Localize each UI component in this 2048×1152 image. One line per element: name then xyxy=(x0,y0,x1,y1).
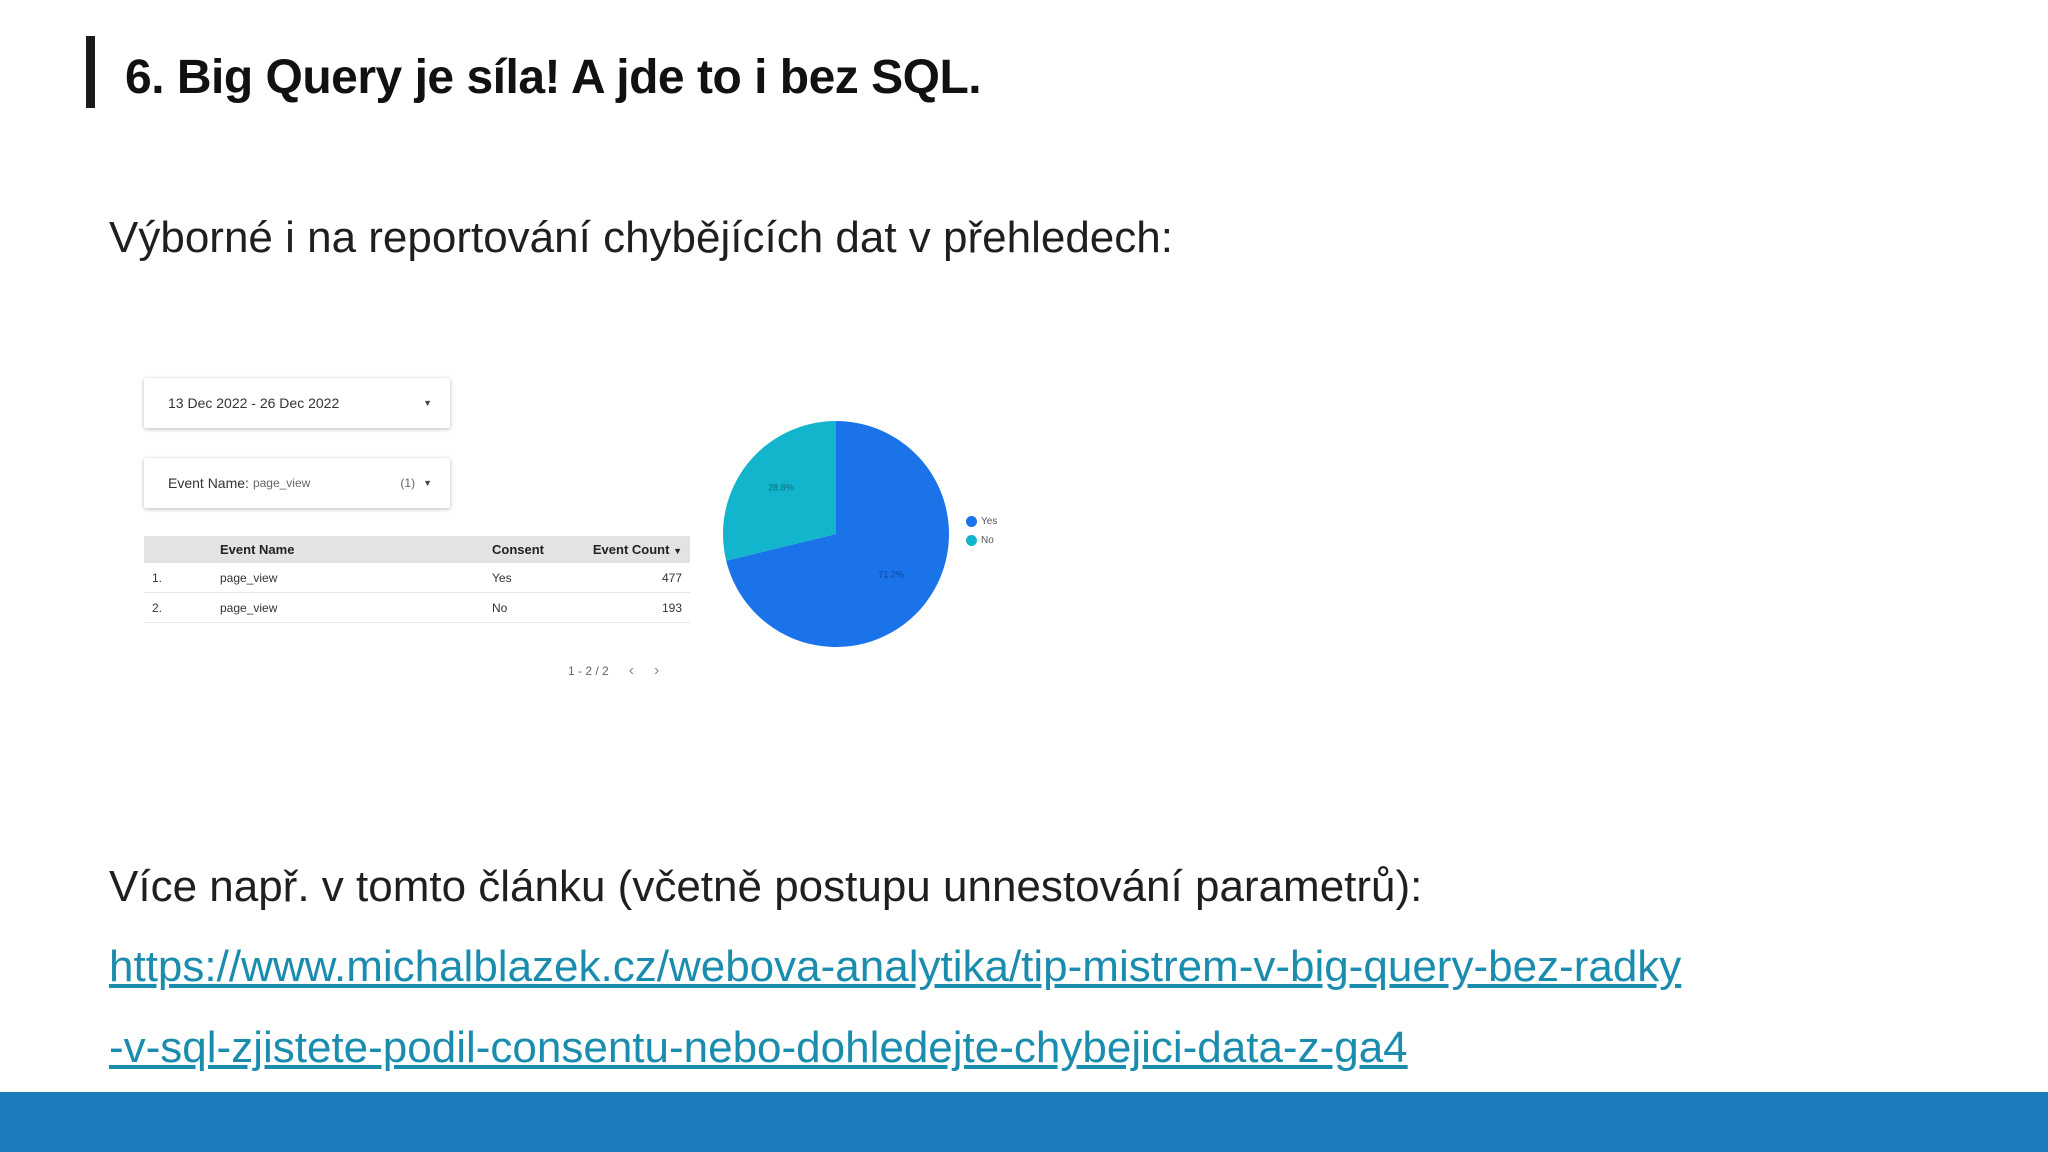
table-row: 2. page_view No 193 xyxy=(144,593,690,623)
event-table: Event Name Consent Event Count ▼ 1. page… xyxy=(144,536,690,623)
legend-item-yes: Yes xyxy=(966,512,997,531)
caret-down-icon: ▼ xyxy=(423,478,432,488)
date-range-value: 13 Dec 2022 - 26 Dec 2022 xyxy=(168,395,340,411)
report-screenshot: 13 Dec 2022 - 26 Dec 2022 ▼ Event Name: … xyxy=(140,372,1040,692)
article-link-line1[interactable]: https://www.michalblazek.cz/webova-analy… xyxy=(109,942,1682,991)
event-name-filter[interactable]: Event Name: page_view (1) ▼ xyxy=(144,458,450,508)
table-row: 1. page_view Yes 477 xyxy=(144,563,690,593)
filter-value: page_view xyxy=(252,476,311,490)
article-link-line2[interactable]: -v-sql-zjistete-podil-consentu-nebo-dohl… xyxy=(109,1023,1408,1072)
sort-desc-icon: ▼ xyxy=(673,546,682,556)
pie-slice-yes xyxy=(726,421,949,647)
table-header: Event Name Consent Event Count ▼ xyxy=(144,536,690,563)
pie-data-label: 71.2% xyxy=(878,569,904,579)
pie-slice-no xyxy=(723,421,836,561)
filter-count: (1) xyxy=(400,476,416,490)
page-title: 6. Big Query je síla! A jde to i bez SQL… xyxy=(125,51,982,104)
legend-swatch xyxy=(966,516,977,527)
col-consent[interactable]: Consent xyxy=(492,542,544,557)
footer-bar xyxy=(0,1092,2048,1152)
pager-text: 1 - 2 / 2 xyxy=(568,664,609,678)
legend-item-no: No xyxy=(966,531,997,550)
pie-data-label: 28.8% xyxy=(768,483,794,493)
col-event-name[interactable]: Event Name xyxy=(220,542,295,557)
subtitle-text: Výborné i na reportování chybějících dat… xyxy=(109,213,1173,262)
date-range-control[interactable]: 13 Dec 2022 - 26 Dec 2022 ▼ xyxy=(144,378,450,428)
caret-down-icon: ▼ xyxy=(423,398,432,408)
legend-swatch xyxy=(966,535,977,546)
chevron-right-icon[interactable]: › xyxy=(654,662,660,679)
chevron-left-icon[interactable]: ‹ xyxy=(628,662,635,679)
more-info-text: Více např. v tomto článku (včetně postup… xyxy=(109,862,1423,911)
col-event-count[interactable]: Event Count ▼ xyxy=(592,542,682,557)
title-accent-bar xyxy=(86,36,95,108)
pie-legend: Yes No xyxy=(966,512,997,550)
table-pager: 1 - 2 / 2 ‹ › xyxy=(568,662,659,680)
consent-pie-chart: 71.2% 28.8% xyxy=(723,421,949,647)
filter-label: Event Name: xyxy=(168,475,249,491)
